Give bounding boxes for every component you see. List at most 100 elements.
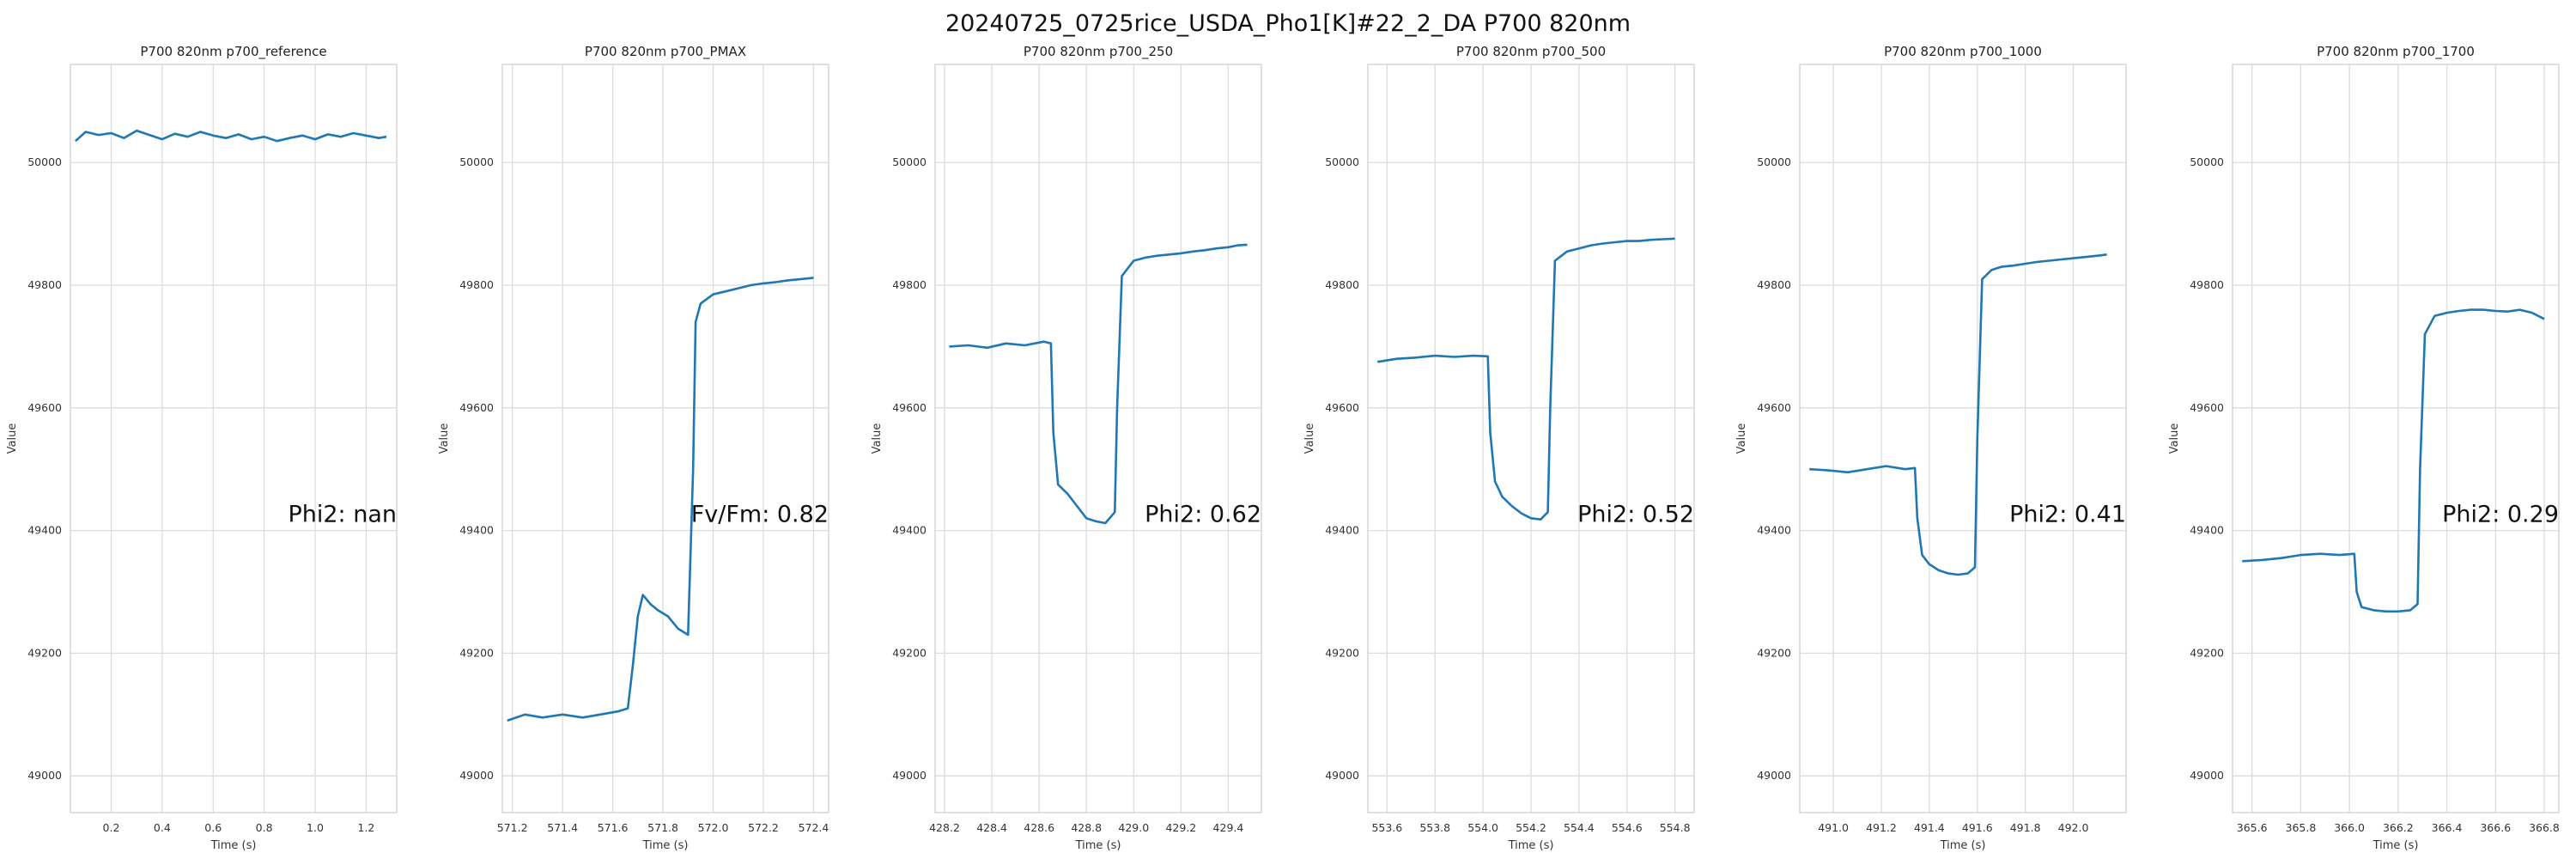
y-tick-label: 49000: [459, 769, 494, 782]
plot-frame: [1367, 64, 1695, 813]
x-tick-label: 0.8: [256, 821, 273, 834]
x-tick-label: 571.2: [497, 821, 528, 834]
y-tick-label: 49000: [2190, 769, 2224, 782]
x-tick-label: 572.0: [698, 821, 729, 834]
x-tick-label: 554.2: [1516, 821, 1546, 834]
x-tick-label: 428.8: [1071, 821, 1102, 834]
annotation-text: Phi2: 0.41: [2009, 502, 2126, 528]
series-line: [2242, 308, 2545, 613]
y-tick-label: 49400: [892, 524, 927, 537]
y-tick-label: 49200: [459, 646, 494, 659]
y-tick-label: 49800: [1325, 278, 1359, 291]
series-line: [75, 129, 387, 143]
plot-frame: [1799, 64, 2127, 813]
y-axis-label: Value: [438, 423, 451, 454]
y-tick-label: 49400: [459, 524, 494, 537]
x-tick-label: 365.8: [2286, 821, 2317, 834]
plot-frame: [934, 64, 1262, 813]
x-axis-label: Time (s): [642, 839, 689, 852]
x-axis-label: Time (s): [2372, 839, 2419, 852]
chart-panel-6: 365.6 365.8 366.0 366.2 366.4 366.6 366.8 49000…: [2168, 44, 2560, 852]
chart-panel-5: 491.0 491.2 491.4 491.6 491.8 492.0 49000 49200…: [1735, 44, 2127, 852]
x-tick-label: 366.2: [2383, 821, 2414, 834]
y-tick-label: 49200: [27, 646, 62, 659]
y-tick-label: 49200: [892, 646, 927, 659]
y-tick-label: 49800: [1757, 278, 1791, 291]
y-tick-label: 50000: [2190, 155, 2224, 168]
x-tick-label: 366.8: [2529, 821, 2560, 834]
y-tick-label: 49600: [2190, 401, 2224, 414]
series-line: [1809, 253, 2107, 576]
panel-title: P700 820nm p700_reference: [140, 44, 326, 60]
x-tick-label: 429.0: [1118, 821, 1149, 834]
x-tick-label: 365.6: [2237, 821, 2268, 834]
x-tick-label: 492.0: [2058, 821, 2089, 834]
chart-panel-2: 571.2 571.4 571.6 571.8 572.0 572.2 572.4 49000…: [438, 44, 829, 852]
x-tick-label: 0.4: [154, 821, 171, 834]
x-tick-label: 366.6: [2480, 821, 2511, 834]
y-tick-label: 49600: [892, 401, 927, 414]
y-tick-label: 50000: [1757, 155, 1791, 168]
panel-title: P700 820nm p700_PMAX: [585, 44, 746, 60]
x-tick-label: 366.4: [2432, 821, 2463, 834]
series-line: [1376, 237, 1675, 521]
x-tick-label: 554.8: [1660, 821, 1691, 834]
panel-title: P700 820nm p700_1700: [2317, 44, 2475, 60]
plot-frame: [70, 64, 398, 813]
x-tick-label: 366.0: [2334, 821, 2365, 834]
x-tick-label: 1.2: [357, 821, 374, 834]
series-line: [507, 277, 814, 722]
y-tick-label: 50000: [459, 155, 494, 168]
x-tick-label: 428.4: [976, 821, 1007, 834]
y-axis-label: Value: [871, 423, 884, 454]
chart-panel-3: 428.2 428.4 428.6 428.8 429.0 429.2 429.4 49000…: [871, 44, 1262, 852]
y-tick-label: 49800: [27, 278, 62, 291]
x-tick-label: 554.6: [1612, 821, 1643, 834]
x-axis-label: Time (s): [1075, 839, 1121, 852]
y-tick-label: 49600: [459, 401, 494, 414]
x-tick-label: 1.0: [307, 821, 324, 834]
annotation-text: Phi2: 0.29: [2442, 502, 2559, 528]
y-tick-label: 49600: [1757, 401, 1791, 414]
y-tick-label: 49400: [1325, 524, 1359, 537]
y-tick-label: 49000: [1325, 769, 1359, 782]
x-tick-label: 491.8: [2010, 821, 2041, 834]
panel-title: P700 820nm p700_500: [1456, 44, 1606, 60]
x-tick-label: 572.2: [748, 821, 779, 834]
x-tick-label: 0.6: [204, 821, 222, 834]
panel-title: P700 820nm p700_250: [1024, 44, 1173, 60]
x-tick-label: 491.4: [1914, 821, 1945, 834]
y-axis-label: Value: [1303, 423, 1316, 454]
annotation-text: Phi2: nan: [288, 502, 397, 528]
y-tick-label: 49800: [892, 278, 927, 291]
y-tick-label: 50000: [27, 155, 62, 168]
y-axis-label: Value: [2168, 423, 2181, 454]
y-tick-label: 49200: [2190, 646, 2224, 659]
x-tick-label: 572.4: [799, 821, 829, 834]
x-tick-label: 554.0: [1467, 821, 1498, 834]
figure-title: 20240725_0725rice_USDA_Pho1[K]#22_2_DA P…: [945, 10, 1631, 37]
series-line: [949, 243, 1248, 525]
chart-panel-4: 553.6 553.8 554.0 554.2 554.4 554.6 554.8 49000…: [1303, 44, 1695, 852]
y-tick-label: 49000: [892, 769, 927, 782]
y-tick-label: 49600: [1325, 401, 1359, 414]
x-tick-label: 571.4: [547, 821, 578, 834]
y-tick-label: 50000: [1325, 155, 1359, 168]
x-tick-label: 428.2: [929, 821, 960, 834]
x-tick-label: 429.2: [1165, 821, 1196, 834]
y-tick-label: 49000: [27, 769, 62, 782]
x-axis-label: Time (s): [210, 839, 257, 852]
y-tick-label: 49000: [1757, 769, 1791, 782]
x-axis-label: Time (s): [1940, 839, 1986, 852]
x-tick-label: 428.6: [1024, 821, 1054, 834]
annotation-text: Phi2: 0.62: [1145, 502, 1261, 528]
y-tick-label: 49400: [2190, 524, 2224, 537]
x-tick-label: 491.0: [1818, 821, 1849, 834]
x-axis-label: Time (s): [1508, 839, 1554, 852]
x-tick-label: 429.4: [1213, 821, 1244, 834]
x-tick-label: 571.8: [647, 821, 678, 834]
y-tick-label: 49600: [27, 401, 62, 414]
chart-panel-1: 0.2 0.4 0.6 0.8 1.0 1.2 49000 49200 49400 49600 49…: [6, 44, 398, 852]
y-tick-label: 49800: [2190, 278, 2224, 291]
